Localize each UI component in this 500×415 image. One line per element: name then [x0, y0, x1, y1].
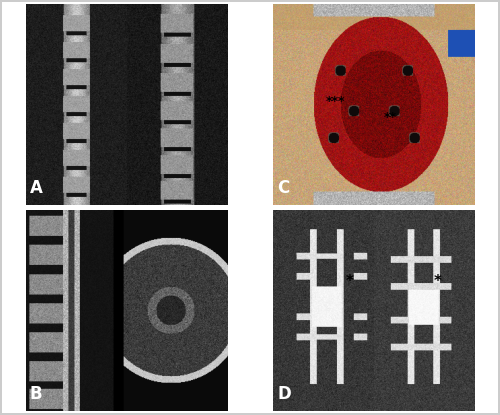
- Text: *: *: [346, 274, 354, 289]
- Text: D: D: [277, 385, 291, 403]
- Text: A: A: [30, 179, 43, 198]
- Text: **: **: [384, 111, 397, 124]
- Text: C: C: [277, 179, 289, 198]
- Text: *: *: [434, 274, 442, 289]
- Text: B: B: [30, 385, 43, 403]
- Text: ***: ***: [326, 95, 345, 108]
